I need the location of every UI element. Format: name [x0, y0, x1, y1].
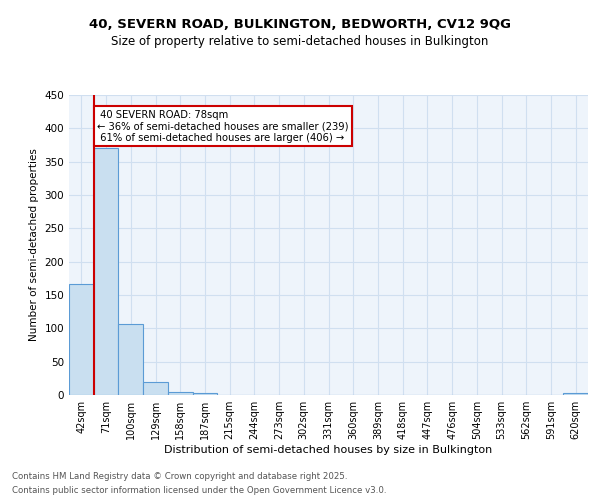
Y-axis label: Number of semi-detached properties: Number of semi-detached properties [29, 148, 39, 342]
Bar [168, 392, 193, 395]
Text: 40, SEVERN ROAD, BULKINGTON, BEDWORTH, CV12 9QG: 40, SEVERN ROAD, BULKINGTON, BEDWORTH, C… [89, 18, 511, 30]
Bar [69, 284, 94, 395]
Bar [563, 393, 588, 395]
Text: Size of property relative to semi-detached houses in Bulkington: Size of property relative to semi-detach… [112, 35, 488, 48]
Bar [118, 324, 143, 395]
Text: 40 SEVERN ROAD: 78sqm
← 36% of semi-detached houses are smaller (239)
 61% of se: 40 SEVERN ROAD: 78sqm ← 36% of semi-deta… [97, 110, 349, 143]
Bar [143, 382, 168, 395]
Text: Contains public sector information licensed under the Open Government Licence v3: Contains public sector information licen… [12, 486, 386, 495]
X-axis label: Distribution of semi-detached houses by size in Bulkington: Distribution of semi-detached houses by … [164, 445, 493, 455]
Text: Contains HM Land Registry data © Crown copyright and database right 2025.: Contains HM Land Registry data © Crown c… [12, 472, 347, 481]
Bar [94, 148, 118, 395]
Bar [193, 393, 217, 395]
